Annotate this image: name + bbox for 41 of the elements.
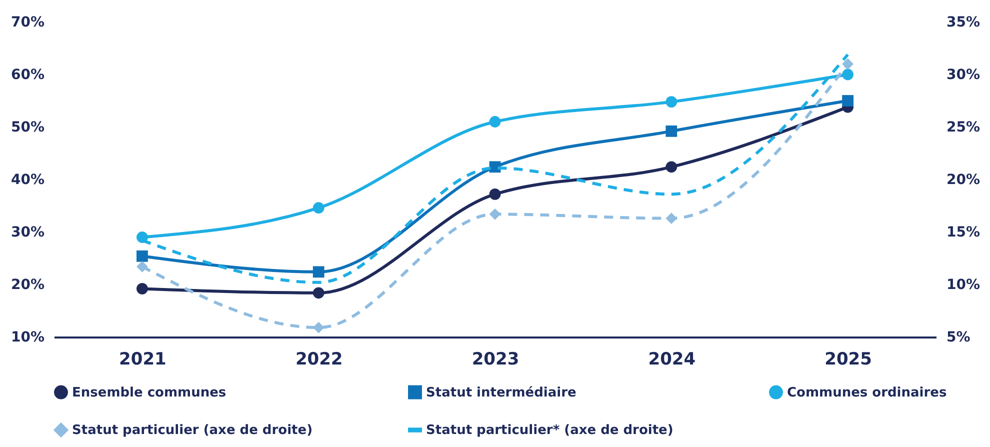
legend-label: Ensemble communes <box>72 385 226 400</box>
point <box>312 266 324 278</box>
legend-label: Statut particulier (axe de droite) <box>72 423 313 438</box>
point <box>136 283 148 294</box>
point <box>842 58 854 70</box>
y-tick-label: 30% <box>10 224 44 240</box>
x-tick-label: 2024 <box>648 350 696 370</box>
y-tick-label: 40% <box>10 172 44 188</box>
x-tick-label: 2022 <box>295 350 343 370</box>
x-tick-label: 2023 <box>472 350 520 370</box>
y-tick-label: 10% <box>10 330 44 346</box>
y2-tick-label: 25% <box>946 120 980 136</box>
point <box>666 126 678 137</box>
point <box>312 287 324 299</box>
point <box>842 68 854 80</box>
legend-label: Statut particulier* (axe de droite) <box>426 423 674 438</box>
point <box>489 116 501 128</box>
point <box>666 161 678 173</box>
point <box>666 212 678 224</box>
y-tick-label: 70% <box>10 14 44 30</box>
y2-tick-label: 20% <box>946 172 980 188</box>
y-tick-label: 60% <box>10 67 44 83</box>
y2-tick-label: 5% <box>946 330 970 346</box>
y2-tick-label: 35% <box>946 14 980 30</box>
point <box>489 188 501 200</box>
y-tick-label: 20% <box>10 277 44 293</box>
y2-tick-label: 30% <box>946 67 980 83</box>
point <box>312 202 324 214</box>
point <box>136 232 148 243</box>
legend-label: Statut intermédiaire <box>426 385 576 400</box>
point <box>489 208 501 220</box>
point <box>666 96 678 108</box>
legend-label: Communes ordinaires <box>787 385 947 400</box>
y2-tick-label: 10% <box>946 277 980 293</box>
x-tick-label: 2025 <box>824 350 872 370</box>
point <box>136 250 148 262</box>
point <box>842 95 854 106</box>
x-tick-label: 2021 <box>119 350 166 370</box>
point <box>136 260 148 272</box>
y2-tick-label: 15% <box>946 224 980 240</box>
y-tick-label: 50% <box>10 120 44 136</box>
